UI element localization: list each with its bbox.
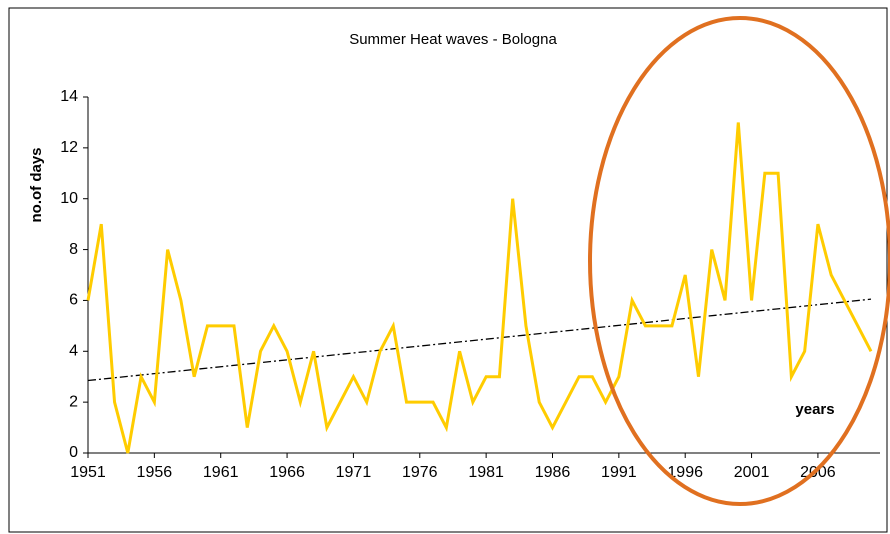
x-tick-label: 1996	[667, 464, 703, 481]
x-tick-label: 1951	[70, 464, 106, 481]
y-tick-label: 4	[69, 343, 78, 360]
chart-title: Summer Heat waves - Bologna	[349, 31, 557, 48]
y-tick-label: 2	[69, 393, 78, 410]
x-tick-label: 1966	[269, 464, 305, 481]
x-tick-label: 1991	[601, 464, 637, 481]
x-tick-label: 1971	[336, 464, 372, 481]
highlight-ellipse	[588, 16, 890, 506]
y-tick-label: 8	[69, 241, 78, 258]
y-tick-label: 10	[60, 190, 78, 207]
trend-line	[87, 298, 872, 382]
x-tick-label: 2001	[734, 464, 770, 481]
y-tick-label: 12	[60, 139, 78, 156]
y-tick-label: 14	[60, 88, 78, 105]
x-tick-label: 1976	[402, 464, 438, 481]
y-axis-label: no.of days	[28, 147, 45, 222]
x-tick-label: 1981	[468, 464, 504, 481]
x-axis-label: years	[795, 401, 834, 418]
y-tick-label: 6	[69, 292, 78, 309]
data-line	[86, 122, 873, 454]
x-tick-label: 1986	[535, 464, 571, 481]
x-tick-label: 1961	[203, 464, 239, 481]
chart-border	[8, 7, 888, 533]
y-tick-label: 0	[69, 444, 78, 461]
x-tick-label: 1956	[137, 464, 173, 481]
